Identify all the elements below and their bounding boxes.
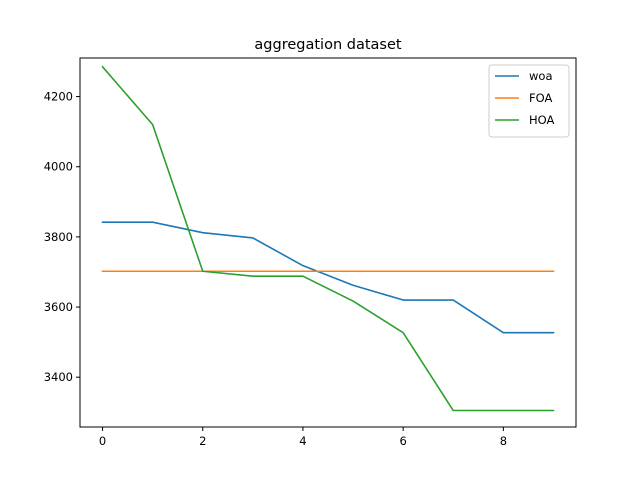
x-tick-label: 6: [399, 434, 406, 448]
series-line-hoa: [101, 65, 555, 412]
y-tick-label: 3400: [44, 370, 73, 384]
x-tick-label: 2: [199, 434, 206, 448]
plot-area: [101, 65, 555, 412]
axes-frame: [79, 57, 577, 428]
legend: woa FOA HOA: [488, 64, 570, 138]
legend-box: [488, 64, 570, 138]
chart-title: aggregation dataset: [254, 37, 401, 53]
y-tick-label: 3800: [44, 230, 73, 244]
legend-label-woa: woa: [529, 69, 553, 83]
y-tick-label: 4200: [44, 90, 73, 104]
y-tick-label: 3600: [44, 300, 73, 314]
x-tick-label: 4: [299, 434, 306, 448]
x-axis: 0 2 4 6 8: [99, 427, 507, 448]
series-line-woa: [101, 221, 555, 334]
y-axis: 3400 3600 3800 4000 4200: [44, 90, 80, 384]
x-tick-label: 8: [500, 434, 507, 448]
legend-label-hoa: HOA: [529, 113, 554, 127]
y-tick-label: 4000: [44, 160, 73, 174]
legend-label-foa: FOA: [529, 91, 552, 105]
x-tick-label: 0: [99, 434, 106, 448]
